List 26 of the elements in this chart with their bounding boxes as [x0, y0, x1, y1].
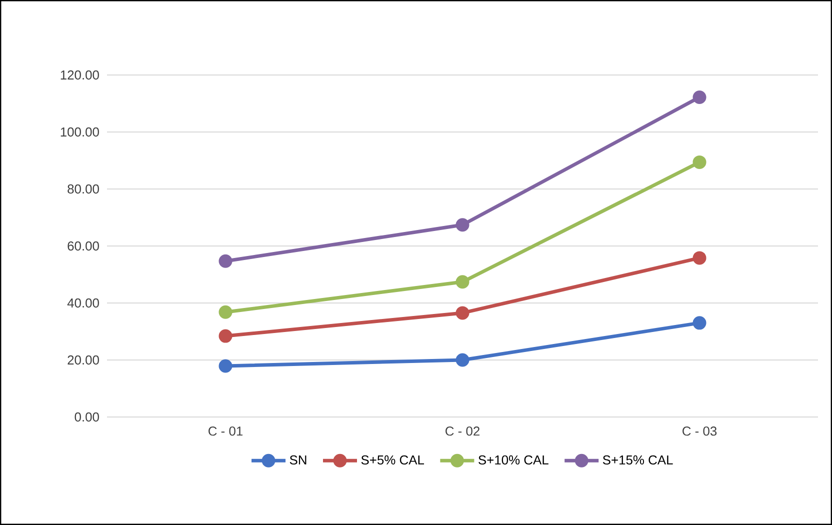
point — [692, 90, 706, 104]
point — [692, 251, 706, 265]
x-tick-label: C - 02 — [446, 426, 480, 436]
point — [456, 275, 470, 289]
x-tick-label: C - 01 — [208, 426, 243, 436]
point — [456, 306, 470, 320]
point — [218, 305, 232, 319]
y-tick-label: 0.00 — [74, 412, 99, 422]
point — [218, 359, 232, 373]
y-tick-label: 60.00 — [68, 241, 99, 251]
y-tick-label: 40.00 — [67, 298, 99, 308]
point — [218, 329, 232, 343]
point — [692, 316, 706, 330]
legend-label: S+5% CAL — [361, 455, 424, 465]
legend-label: SN — [290, 455, 306, 465]
y-tick-label: 20.00 — [68, 355, 99, 365]
x-tick-label: C - 03 — [682, 426, 717, 436]
y-tick-label: 100.00 — [60, 127, 99, 137]
y-tick-label: 120.00 — [60, 70, 99, 80]
legend-label: S+15% CAL — [602, 455, 673, 465]
point — [456, 353, 470, 367]
point — [456, 218, 470, 232]
point — [218, 254, 232, 268]
y-tick-label: 80.00 — [68, 184, 99, 194]
point — [692, 155, 706, 169]
legend-label: S+10% CAL — [478, 455, 548, 465]
